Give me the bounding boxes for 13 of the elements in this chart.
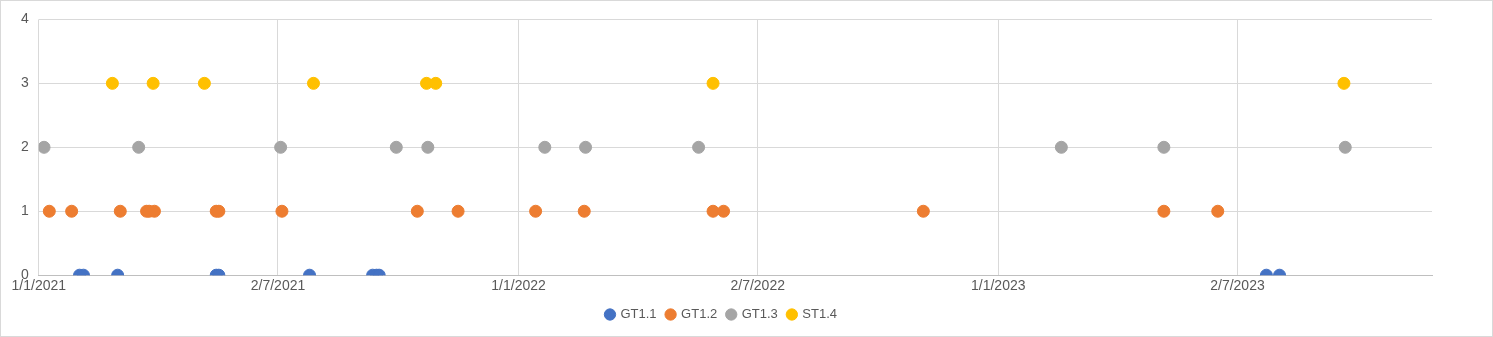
x-tick-label: 2/7/2021 (250, 277, 306, 294)
x-tick-label: 2/7/2023 (1210, 277, 1265, 294)
legend-label: ST1.4 (802, 306, 838, 322)
y-tick-label: 2 (20, 138, 29, 155)
x-tick-label: 2/7/2022 (730, 277, 786, 294)
legend-label: GT1.1 (620, 306, 657, 322)
legend-label: GT1.3 (741, 306, 778, 322)
y-tick-label: 1 (20, 202, 29, 219)
y-tick-label: 3 (20, 74, 29, 91)
x-tick-label: 1/1/2022 (491, 277, 546, 294)
x-tick-label: 1/1/2023 (971, 277, 1026, 294)
legend-label: GT1.2 (681, 306, 718, 322)
y-tick-label: 4 (20, 10, 29, 27)
